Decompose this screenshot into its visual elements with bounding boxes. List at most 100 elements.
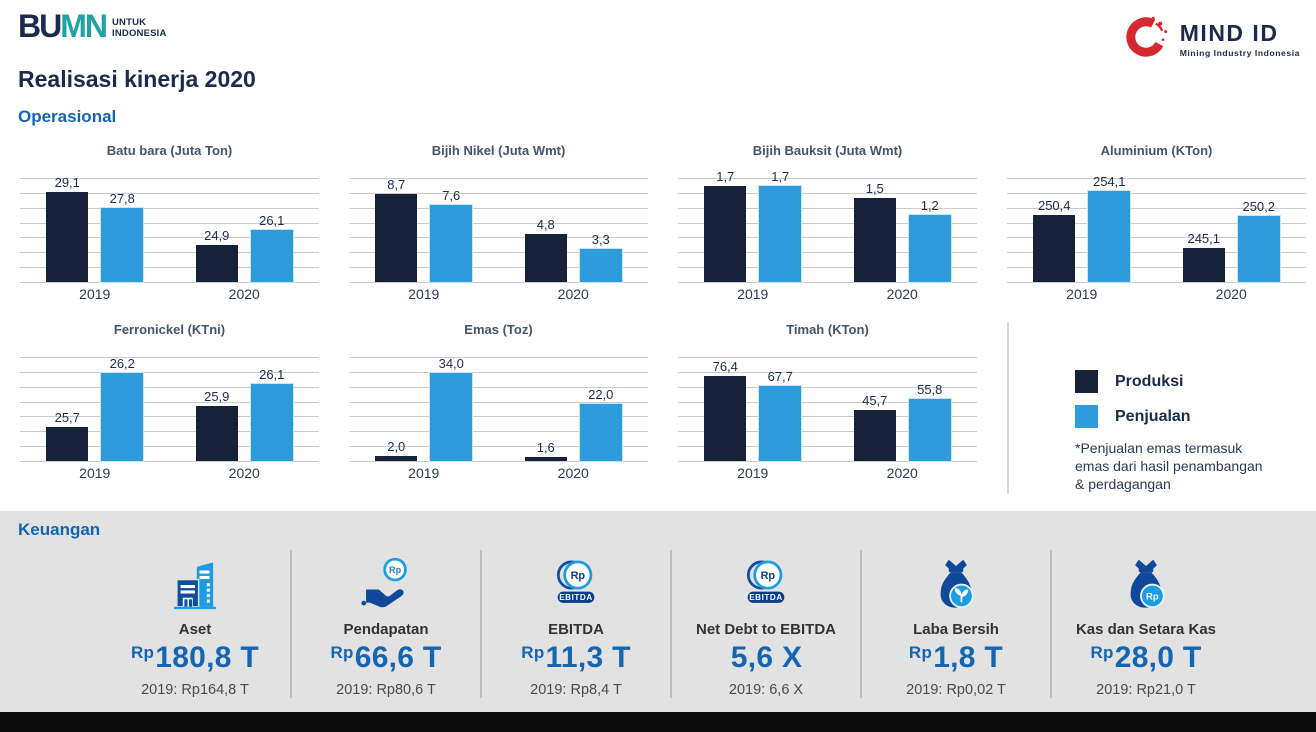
ebitda-coin-icon: Rp EBITDA [676,552,856,614]
gridline [20,431,319,433]
chart-timah: Timah (KTon) 76,4 67,7 45,7 55,8 2019 2020 [678,322,977,494]
bar-group-2020: 245,1 250,2 [1182,199,1280,282]
money-bag-plant-icon [866,552,1046,614]
svg-text:Rp: Rp [1146,592,1159,603]
metric-value: Rp28,0 T [1090,641,1202,674]
charts-row-2: Ferronickel (KTni) 25,7 26,2 25,9 26,1 2019 20… [0,322,1316,494]
gridline [1007,267,1306,269]
metric-aset: Aset Rp180,8 T 2019: Rp164,8 T [100,550,290,698]
penjualan-swatch-icon [1075,405,1098,428]
chart-title: Bijih Bauksit (Juta Wmt) [752,143,903,158]
metric-label: Net Debt to EBITDA [696,621,836,638]
bumn-logo: BUMN UNTUK INDONESIA [18,7,167,45]
bar-bijih-bauksit-2019-produksi: 1,7 [704,169,747,282]
bar-batu-bara-2020-penjualan: 26,1 [250,213,293,282]
metric-label: Pendapatan [343,621,429,638]
gridline [1007,222,1306,224]
x-axis-label: 2019 [408,465,440,481]
gridline [678,178,977,179]
mindid-tagline: Mining Industry Indonesia [1179,47,1300,58]
gridline [678,282,977,283]
plot-area: 76,4 67,7 45,7 55,8 [678,357,977,462]
chart-title: Emas (Toz) [464,322,533,337]
gridline [20,282,319,283]
gridline [349,207,648,209]
chart-title: Batu bara (Juta Ton) [106,143,233,158]
bar-bijih-bauksit-2020-produksi: 1,5 [853,181,896,282]
bar-value-label: 1,2 [920,198,939,213]
x-axis-label: 2019 [79,286,111,302]
bar-bijih-nikel-2020-penjualan: 3,3 [579,232,622,282]
metric-pendapatan: Rp Pendapatan Rp66,6 T 2019: Rp80,6 T [290,550,480,698]
gridline [349,357,648,358]
gridline [678,222,977,224]
currency-prefix: Rp [130,643,155,662]
x-axis-label: 2019 [737,465,769,481]
gridline [678,371,977,373]
bar-emas-2019-produksi: 2,0 [375,439,418,461]
gridline [349,222,648,224]
chart-title: Timah (KTon) [786,322,869,337]
section-keuangan-title: Keuangan [18,520,101,539]
bar-value-label: 29,1 [54,175,80,190]
bumn-tagline-line2: INDONESIA [111,28,167,39]
gridline [678,252,977,254]
gridline [349,267,648,269]
gridline [1007,207,1306,209]
plot-area: 250,4 254,1 245,1 250,2 [1007,174,1306,283]
metric-previous-value: 2019: 6,6 X [728,682,804,698]
bar-value-label: 25,7 [54,410,80,425]
bar-group-2020: 1,5 1,2 [853,181,951,282]
gridline [20,267,319,269]
gridline [678,267,977,269]
chart-emas: Emas (Toz) 2,0 34,0 1,6 22,0 2019 2020 [349,322,648,494]
bar-ferronickel-2020-penjualan: 26,1 [250,367,293,461]
gridline [349,252,648,254]
bar-bijih-nikel-2019-penjualan: 7,6 [430,188,473,282]
bumn-logo-word: BUMN [18,7,108,45]
bar-group-2019: 76,4 67,7 [704,359,802,461]
svg-text:Rp: Rp [571,570,586,582]
x-axis-label: 2020 [228,286,260,302]
bar-value-label: 245,1 [1187,231,1221,246]
x-axis: 2019 2020 [20,465,319,481]
gridline [20,252,319,254]
gridline [20,446,319,448]
gridline [678,207,977,209]
mindid-ring-icon [1121,12,1171,67]
x-axis-label: 2020 [228,465,260,481]
legend-item-penjualan: Penjualan [1075,405,1306,428]
legend-footnote: *Penjualan emas termasuk emas dari hasil… [1075,440,1263,492]
page-title: Realisasi kinerja 2020 [18,66,256,92]
bar-ferronickel-2019-produksi: 25,7 [46,410,89,461]
metric-value: Rp180,8 T [130,641,260,674]
currency-prefix: Rp [1090,643,1114,662]
metric-previous-value: 2019: Rp80,6 T [336,682,436,698]
bar-group-2019: 1,7 1,7 [704,169,802,282]
bar-group-2020: 25,9 26,1 [195,367,293,461]
bar-aluminium-2019-penjualan: 254,1 [1088,174,1131,282]
x-axis-label: 2020 [1215,286,1247,302]
bar-aluminium-2020-penjualan: 250,2 [1237,199,1280,282]
x-axis: 2019 2020 [678,465,977,481]
gridline [20,207,319,209]
bar-bijih-nikel-2019-produksi: 8,7 [375,177,418,282]
bar-emas-2019-penjualan: 34,0 [430,356,473,461]
bar-bijih-bauksit-2019-penjualan: 1,7 [759,169,802,282]
gridline [1007,192,1306,194]
currency-prefix: Rp [521,643,545,662]
bar-value-label: 1,5 [865,181,884,196]
gridline [1007,237,1306,239]
bar-batu-bara-2020-produksi: 24,9 [195,228,238,282]
metric-label: EBITDA [548,621,604,638]
svg-text:Rp: Rp [389,565,402,575]
bar-group-2019: 250,4 254,1 [1033,174,1131,282]
bumn-tagline-line1: UNTUK [111,17,147,29]
bumn-logo-part1: BU [18,7,62,45]
hand-coin-icon: Rp [296,552,476,614]
bar-value-label: 8,7 [387,177,406,192]
bar-value-label: 250,2 [1242,199,1276,214]
keuangan-metrics: Aset Rp180,8 T 2019: Rp164,8 T Rp Pendapat… [0,540,1316,698]
gridline [20,386,319,388]
gridline [349,192,648,194]
